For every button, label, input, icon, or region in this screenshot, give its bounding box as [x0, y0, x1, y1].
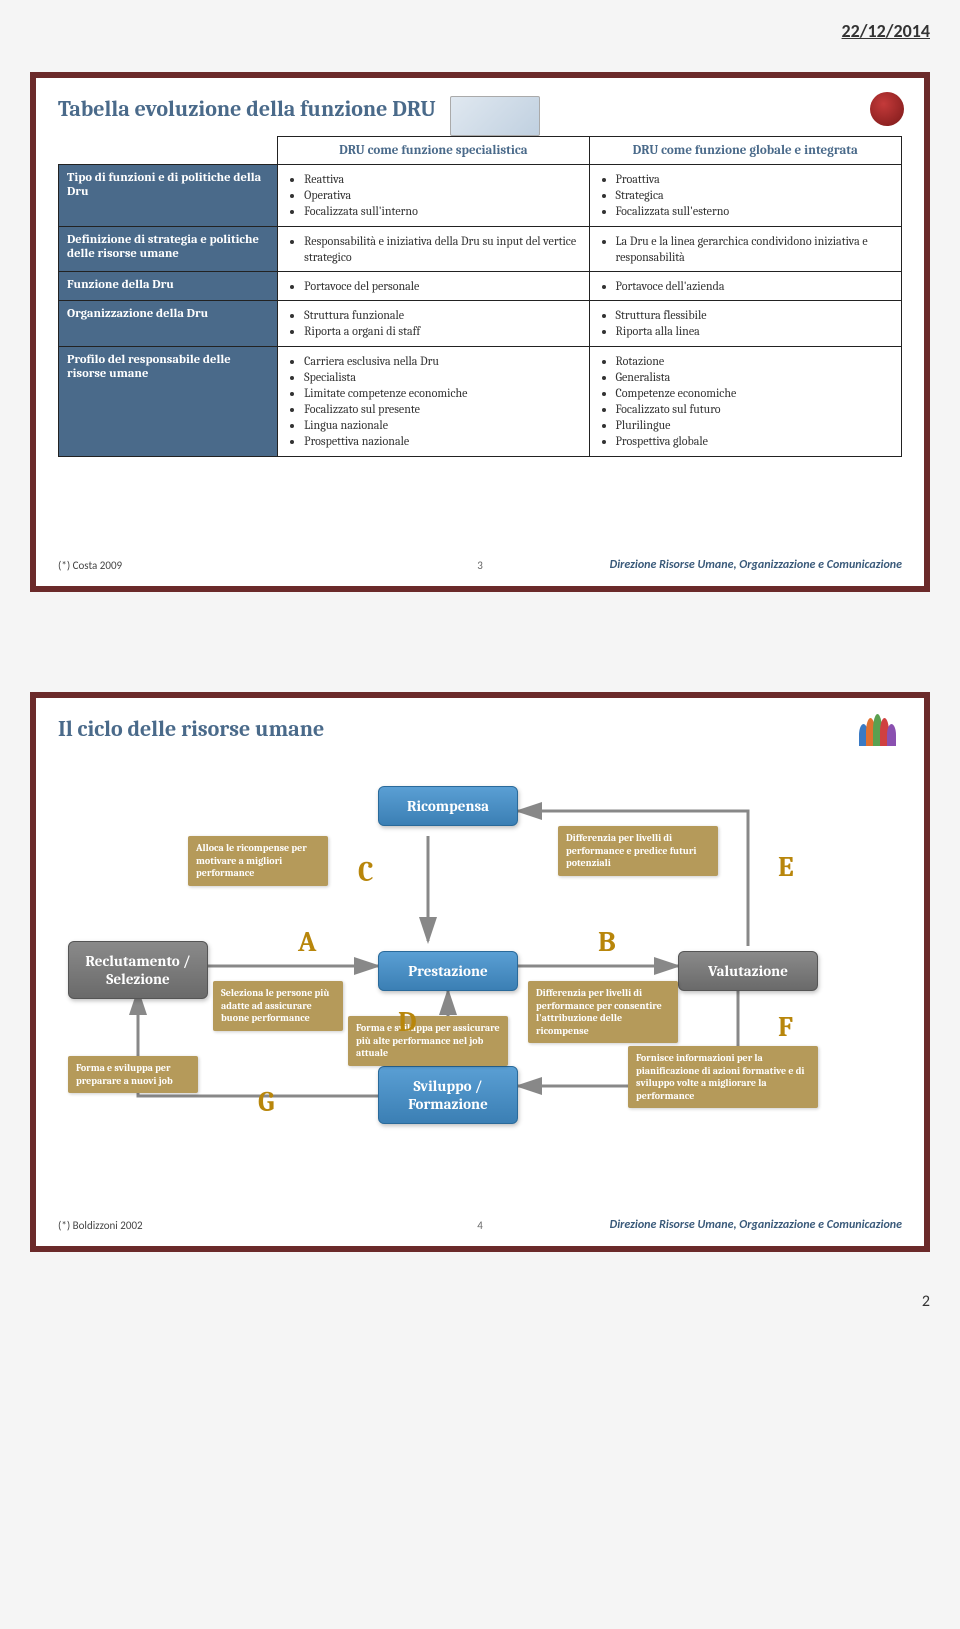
list-item: Riporta a organi di staff — [304, 323, 580, 339]
flowchart: Ricompensa Reclutamento / Selezione Pres… — [58, 756, 902, 1136]
label-forma-alte: Forma e sviluppa per assicurare più alte… — [348, 1016, 508, 1066]
col-header-1: DRU come funzione specialistica — [278, 137, 589, 165]
label-alloca: Alloca le ricompense per motivare a migl… — [188, 836, 328, 886]
row-header: Tipo di funzioni e di politiche della Dr… — [59, 165, 278, 227]
list-item: Competenze economiche — [616, 385, 893, 401]
node-prestazione: Prestazione — [378, 951, 518, 991]
col-header-2: DRU come funzione globale e integrata — [589, 137, 901, 165]
slide2-footnote: (*) Boldizzoni 2002 — [58, 1219, 143, 1232]
label-fornisce: Fornisce informazioni per la pianificazi… — [628, 1046, 818, 1108]
list-item: Proattiva — [616, 171, 893, 187]
row-header: Organizzazione della Dru — [59, 301, 278, 346]
table-cell: RotazioneGeneralistaCompetenze economich… — [589, 346, 901, 456]
list-item: Portavoce dell'azienda — [616, 278, 893, 294]
slide1-title: Tabella evoluzione della funzione DRU — [58, 96, 436, 122]
table-cell: Carriera esclusiva nella DruSpecialistaL… — [278, 346, 589, 456]
slide1-footnote: (*) Costa 2009 — [58, 559, 122, 572]
list-item: Prospettiva globale — [616, 433, 893, 449]
list-item: Portavoce del personale — [304, 278, 580, 294]
label-diff-pot: Differenzia per livelli di performance e… — [558, 826, 718, 876]
row-header: Profilo del responsabile delle risorse u… — [59, 346, 278, 456]
letter-c: C — [358, 856, 373, 888]
list-item: Riporta alla linea — [616, 323, 893, 339]
list-item: Strategica — [616, 187, 893, 203]
node-reclutamento: Reclutamento / Selezione — [68, 941, 208, 999]
list-item: Focalizzato sul presente — [304, 401, 580, 417]
node-ricompensa: Ricompensa — [378, 786, 518, 826]
list-item: Responsabilità e iniziativa della Dru su… — [304, 233, 580, 265]
row-header: Definizione di strategia e politiche del… — [59, 226, 278, 271]
list-item: Specialista — [304, 369, 580, 385]
list-item: La Dru e la linea gerarchica condividono… — [616, 233, 893, 265]
table-cell: Struttura flessibileRiporta alla linea — [589, 301, 901, 346]
table-cell: Struttura funzionaleRiporta a organi di … — [278, 301, 589, 346]
slide-1: Tabella evoluzione della funzione DRU DR… — [30, 72, 930, 592]
label-diff-ric: Differenzia per livelli di performance p… — [528, 981, 678, 1043]
table-cell: ProattivaStrategicaFocalizzata sull'este… — [589, 165, 901, 227]
node-valutazione: Valutazione — [678, 951, 818, 991]
page-number: 2 — [30, 1292, 930, 1311]
list-item: Lingua nazionale — [304, 417, 580, 433]
logo-icon — [870, 92, 904, 126]
list-item: Focalizzata sull'interno — [304, 203, 580, 219]
slide-2: Il ciclo delle risorse umane Ricomp — [30, 692, 930, 1252]
letter-a: A — [298, 926, 316, 958]
list-item: Operativa — [304, 187, 580, 203]
label-seleziona: Seleziona le persone più adatte ad assic… — [213, 981, 343, 1031]
label-forma-nuovi: Forma e sviluppa per preparare a nuovi j… — [68, 1056, 198, 1093]
people-icon — [860, 712, 904, 746]
slide1-num: 3 — [477, 559, 483, 572]
table-cell: La Dru e la linea gerarchica condividono… — [589, 226, 901, 271]
slide2-footer: Direzione Risorse Umane, Organizzazione … — [610, 1218, 902, 1232]
table-cell: Responsabilità e iniziativa della Dru su… — [278, 226, 589, 271]
keyboard-image-icon — [450, 96, 540, 136]
letter-g: G — [258, 1086, 274, 1118]
table-cell: ReattivaOperativaFocalizzata sull'intern… — [278, 165, 589, 227]
list-item: Plurilingue — [616, 417, 893, 433]
letter-b: B — [598, 926, 616, 958]
list-item: Limitate competenze economiche — [304, 385, 580, 401]
header-date: 22/12/2014 — [30, 20, 930, 42]
list-item: Reattiva — [304, 171, 580, 187]
node-sviluppo: Sviluppo / Formazione — [378, 1066, 518, 1124]
list-item: Focalizzato sul futuro — [616, 401, 893, 417]
list-item: Struttura funzionale — [304, 307, 580, 323]
list-item: Rotazione — [616, 353, 893, 369]
letter-d: D — [398, 1006, 417, 1038]
list-item: Focalizzata sull'esterno — [616, 203, 893, 219]
table-cell: Portavoce dell'azienda — [589, 271, 901, 300]
list-item: Generalista — [616, 369, 893, 385]
table-cell: Portavoce del personale — [278, 271, 589, 300]
slide2-title: Il ciclo delle risorse umane — [58, 716, 902, 742]
letter-e: E — [778, 851, 794, 883]
list-item: Carriera esclusiva nella Dru — [304, 353, 580, 369]
row-header: Funzione della Dru — [59, 271, 278, 300]
evolution-table: DRU come funzione specialistica DRU come… — [58, 136, 902, 457]
slide1-footer: Direzione Risorse Umane, Organizzazione … — [610, 558, 902, 572]
list-item: Struttura flessibile — [616, 307, 893, 323]
list-item: Prospettiva nazionale — [304, 433, 580, 449]
letter-f: F — [778, 1011, 793, 1043]
slide2-num: 4 — [477, 1219, 483, 1232]
